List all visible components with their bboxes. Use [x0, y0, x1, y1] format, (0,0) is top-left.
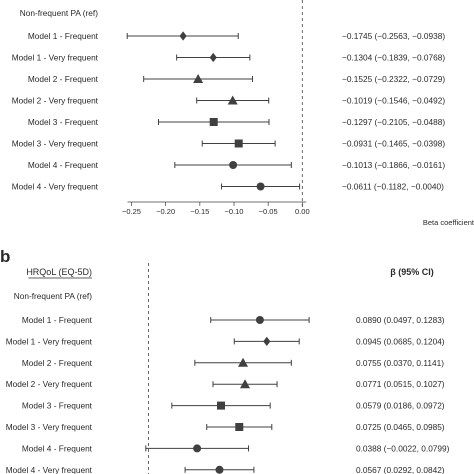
- ci-text: −0.1745 (−0.2563, −0.0938): [342, 31, 445, 41]
- estimate-marker-diamond: [179, 31, 187, 41]
- ci-text: −0.1304 (−0.1839, −0.0768): [342, 53, 445, 63]
- ci-text: 0.0771 (0.0515, 0.1027): [356, 379, 445, 389]
- forest-row: Model 1 - Frequent −0.1745 (−0.2563, −0.0…: [28, 31, 445, 41]
- forest-row: Model 4 - Frequent −0.1013 (−0.1866, −0.0…: [28, 160, 445, 170]
- header-right: β (95% CI): [390, 267, 434, 277]
- ci-text: 0.0579 (0.0186, 0.0972): [356, 401, 445, 411]
- ci-text: −0.1013 (−0.1866, −0.0161): [342, 160, 445, 170]
- estimate-marker-circle: [255, 316, 264, 324]
- row-label: Model 3 - Very frequent: [12, 139, 99, 149]
- forest-row: Model 1 - Very frequent 0.0945 (0.0685, 0…: [6, 336, 445, 346]
- estimate-marker-square: [209, 118, 218, 126]
- row-label: Model 3 - Very frequent: [6, 422, 93, 432]
- ci-text: 0.0755 (0.0370, 0.1141): [356, 358, 444, 368]
- forest-row: Model 2 - Very frequent −0.1019 (−0.1546,…: [12, 95, 445, 106]
- estimate-marker-square: [217, 401, 226, 410]
- ci-text: 0.0567 (0.0292, 0.0842): [356, 465, 445, 474]
- forest-row: Model 1 - Very frequent −0.1304 (−0.1839,…: [12, 53, 446, 63]
- estimate-marker-triangle: [193, 74, 204, 83]
- ci-text: −0.0931 (−0.1465, −0.0398): [342, 139, 445, 149]
- row-label: Model 4 - Frequent: [28, 160, 99, 170]
- forest-row: Model 3 - Very frequent 0.0725 (0.0465, 0…: [6, 422, 445, 432]
- ci-text: 0.0945 (0.0685, 0.1204): [356, 336, 445, 346]
- estimate-marker-circle: [229, 161, 238, 169]
- x-tick-label: −0.10: [225, 207, 244, 216]
- ci-text: 0.0890 (0.0497, 0.1283): [356, 315, 445, 325]
- forest-row: Model 4 - Very frequent −0.0611 (−0.1182,…: [12, 182, 444, 192]
- row-label: Model 1 - Frequent: [28, 31, 99, 41]
- x-tick-label: −0.15: [190, 207, 209, 216]
- forest-row: Model 1 - Frequent 0.0890 (0.0497, 0.1283…: [22, 315, 445, 325]
- row-label: Model 2 - Very frequent: [12, 96, 99, 106]
- estimate-marker-diamond: [209, 52, 217, 63]
- x-axis-label: Beta coefficient: [423, 218, 474, 227]
- row-label: Model 1 - Very frequent: [6, 336, 93, 346]
- row-label: Model 4 - Frequent: [22, 443, 93, 453]
- row-label: Model 1 - Frequent: [22, 315, 93, 325]
- estimate-marker-square: [234, 139, 243, 148]
- forest-row: Model 2 - Very frequent 0.0771 (0.0515, 0…: [6, 379, 445, 389]
- panel-letter: b: [0, 247, 10, 266]
- estimate-marker-triangle: [238, 357, 249, 367]
- row-label: Model 4 - Very frequent: [6, 465, 93, 474]
- header-left: HRQoL (EQ-5D): [26, 267, 92, 277]
- row-label: Model 3 - Frequent: [28, 117, 99, 127]
- estimate-marker-diamond: [263, 336, 271, 346]
- ci-text: −0.1297 (−0.2105, −0.0488): [342, 117, 445, 127]
- x-tick-label: 0.00: [295, 207, 310, 216]
- forest-row: Model 2 - Frequent −0.1525 (−0.2322, −0.0…: [28, 74, 445, 84]
- row-label: Model 2 - Frequent: [22, 358, 93, 368]
- row-label: Model 1 - Very frequent: [12, 53, 99, 63]
- ci-text: 0.0725 (0.0465, 0.0985): [356, 422, 445, 432]
- forest-row: Model 3 - Frequent −0.1297 (−0.2105, −0.0…: [28, 117, 445, 127]
- reference-row-label: Non-frequent PA (ref): [14, 291, 92, 301]
- forest-panel-2: b HRQoL (EQ-5D) β (95% CI) Non-frequent PA …: [0, 247, 450, 474]
- x-tick-label: −0.05: [259, 207, 278, 216]
- estimate-marker-triangle: [240, 379, 251, 389]
- estimate-marker-circle: [256, 182, 265, 191]
- estimate-marker-triangle: [227, 95, 238, 105]
- forest-panel-1: Non-frequent PA (ref) Model 1 - Frequent −…: [12, 0, 474, 227]
- row-label: Model 3 - Frequent: [22, 401, 93, 411]
- row-label: Model 2 - Frequent: [28, 74, 99, 84]
- ci-text: −0.0611 (−0.1182, −0.0040): [342, 182, 444, 192]
- ci-text: −0.1019 (−0.1546, −0.0492): [342, 96, 445, 106]
- forest-row: Model 4 - Very frequent 0.0567 (0.0292, 0…: [6, 465, 445, 474]
- row-label: Model 2 - Very frequent: [6, 379, 93, 389]
- x-tick-label: −0.20: [156, 207, 175, 216]
- forest-row: Model 4 - Frequent 0.0388 (−0.0022, 0.079…: [22, 443, 450, 453]
- reference-row-label: Non-frequent PA (ref): [20, 8, 98, 18]
- estimate-marker-circle: [193, 444, 202, 453]
- x-tick-label: −0.25: [122, 207, 141, 216]
- row-label: Model 4 - Very frequent: [12, 182, 99, 192]
- estimate-marker-square: [235, 423, 244, 431]
- forest-row: Model 3 - Frequent 0.0579 (0.0186, 0.0972…: [22, 401, 445, 411]
- forest-row: Model 2 - Frequent 0.0755 (0.0370, 0.1141…: [22, 357, 444, 368]
- estimate-marker-circle: [215, 465, 224, 474]
- ci-text: 0.0388 (−0.0022, 0.0799): [356, 443, 450, 453]
- forest-row: Model 3 - Very frequent −0.0931 (−0.1465,…: [12, 139, 446, 149]
- ci-text: −0.1525 (−0.2322, −0.0729): [342, 74, 445, 84]
